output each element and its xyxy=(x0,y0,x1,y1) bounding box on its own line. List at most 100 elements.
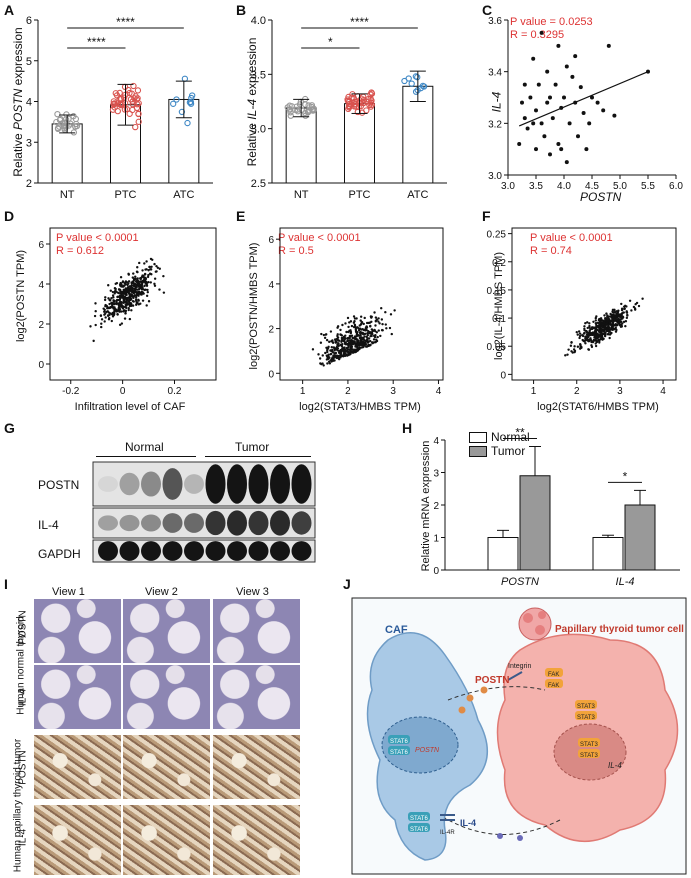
D-point xyxy=(121,292,125,295)
A-point-PTC xyxy=(117,100,124,107)
il4-gene-label: IL-4 xyxy=(608,761,622,770)
D-point xyxy=(123,298,126,302)
D-point xyxy=(136,277,139,280)
F-point xyxy=(570,341,573,344)
C-xtick-label: 4.0 xyxy=(557,181,571,192)
B-point-NT xyxy=(287,112,294,119)
F-point xyxy=(598,341,601,344)
F-point xyxy=(616,320,619,324)
C-xtick-label: 3.0 xyxy=(501,181,515,192)
blot-group-normal: Normal xyxy=(125,440,164,454)
D-point xyxy=(120,293,123,297)
F-xtick-label: 4 xyxy=(660,386,666,397)
E-point xyxy=(380,306,383,310)
F-point xyxy=(598,317,601,321)
A-point-ATC xyxy=(184,119,191,127)
D-point xyxy=(130,304,133,308)
D-point xyxy=(134,296,138,299)
panel-label-f: F xyxy=(482,208,491,224)
E-point xyxy=(377,320,380,323)
F-point xyxy=(613,315,617,318)
D-point xyxy=(127,290,130,293)
E-point xyxy=(347,351,350,355)
E-point xyxy=(320,332,323,336)
E-point xyxy=(355,330,358,334)
F-point xyxy=(582,332,586,335)
F-point xyxy=(608,321,612,325)
E-point xyxy=(343,342,347,346)
E-point xyxy=(334,338,337,341)
E-point xyxy=(350,324,354,328)
D-point xyxy=(109,289,112,292)
E-point xyxy=(336,349,339,352)
E-point xyxy=(348,334,352,338)
D-point xyxy=(122,310,125,313)
D-point xyxy=(149,257,153,261)
postn-label: POSTN xyxy=(475,675,509,686)
ihc-image-row4-view3 xyxy=(212,804,301,876)
A-point-PTC xyxy=(128,90,135,97)
F-point xyxy=(608,315,612,318)
panel-label-c: C xyxy=(482,2,493,18)
E-point xyxy=(373,311,376,314)
E-point xyxy=(367,344,370,348)
panel-f-pvalue: P value < 0.0001 xyxy=(530,232,613,244)
F-point xyxy=(594,329,597,332)
legend-tumor-label: Tumor xyxy=(491,444,526,458)
panel-label-a: A xyxy=(4,2,15,18)
panel-label-e: E xyxy=(236,208,246,224)
D-point xyxy=(113,302,116,306)
C-point xyxy=(601,108,606,113)
blot-band-gapdh xyxy=(141,541,161,561)
F-point xyxy=(569,344,573,347)
D-point xyxy=(111,315,115,318)
D-point xyxy=(127,308,130,312)
D-point xyxy=(145,304,148,307)
postn-dot-2 xyxy=(480,686,488,694)
E-point xyxy=(336,338,340,342)
E-point xyxy=(336,334,339,338)
F-point xyxy=(586,331,590,334)
D-point xyxy=(138,261,141,265)
D-point xyxy=(143,273,147,276)
E-point xyxy=(317,353,320,356)
ihc-view-2: View 2 xyxy=(145,586,178,598)
D-ytick-label: 0 xyxy=(38,360,44,371)
C-point xyxy=(573,54,578,59)
E-point xyxy=(359,338,363,341)
F-ytick-label: 0.05 xyxy=(487,342,507,353)
E-point xyxy=(322,364,325,367)
blot-band-il4 xyxy=(270,510,290,536)
F-point xyxy=(571,351,574,354)
C-point xyxy=(595,100,600,105)
D-point xyxy=(135,303,138,307)
A-point-PTC xyxy=(116,89,123,97)
F-point xyxy=(620,308,624,312)
il4-label: IL-4 xyxy=(460,818,476,828)
H-ytick-label: 2 xyxy=(433,501,439,512)
C-point xyxy=(525,126,530,131)
E-point xyxy=(356,326,359,329)
stat3-nuc-label-1: STAT3 xyxy=(580,742,598,748)
D-xtick-label: 0.2 xyxy=(168,386,182,397)
blot-label-il4: IL-4 xyxy=(38,518,59,532)
D-point xyxy=(100,325,103,329)
E-point xyxy=(343,354,347,358)
E-point xyxy=(342,346,345,350)
D-point xyxy=(110,313,114,316)
D-point xyxy=(132,292,136,295)
E-point xyxy=(365,339,368,343)
E-ytick-label: 4 xyxy=(268,280,274,291)
A-point-NT xyxy=(62,119,69,126)
E-point xyxy=(361,340,365,343)
B-point-PTC xyxy=(367,103,374,110)
F-point xyxy=(599,320,602,324)
D-point xyxy=(141,274,144,277)
ihc-image-row2-view3 xyxy=(212,664,301,730)
F-point xyxy=(598,331,601,334)
fak-box-1 xyxy=(545,668,563,677)
H-xtick-label-IL-4: IL-4 xyxy=(616,576,635,588)
legend-tumor-swatch xyxy=(469,446,487,457)
F-point xyxy=(602,321,606,324)
D-ytick-label: 2 xyxy=(38,320,44,331)
